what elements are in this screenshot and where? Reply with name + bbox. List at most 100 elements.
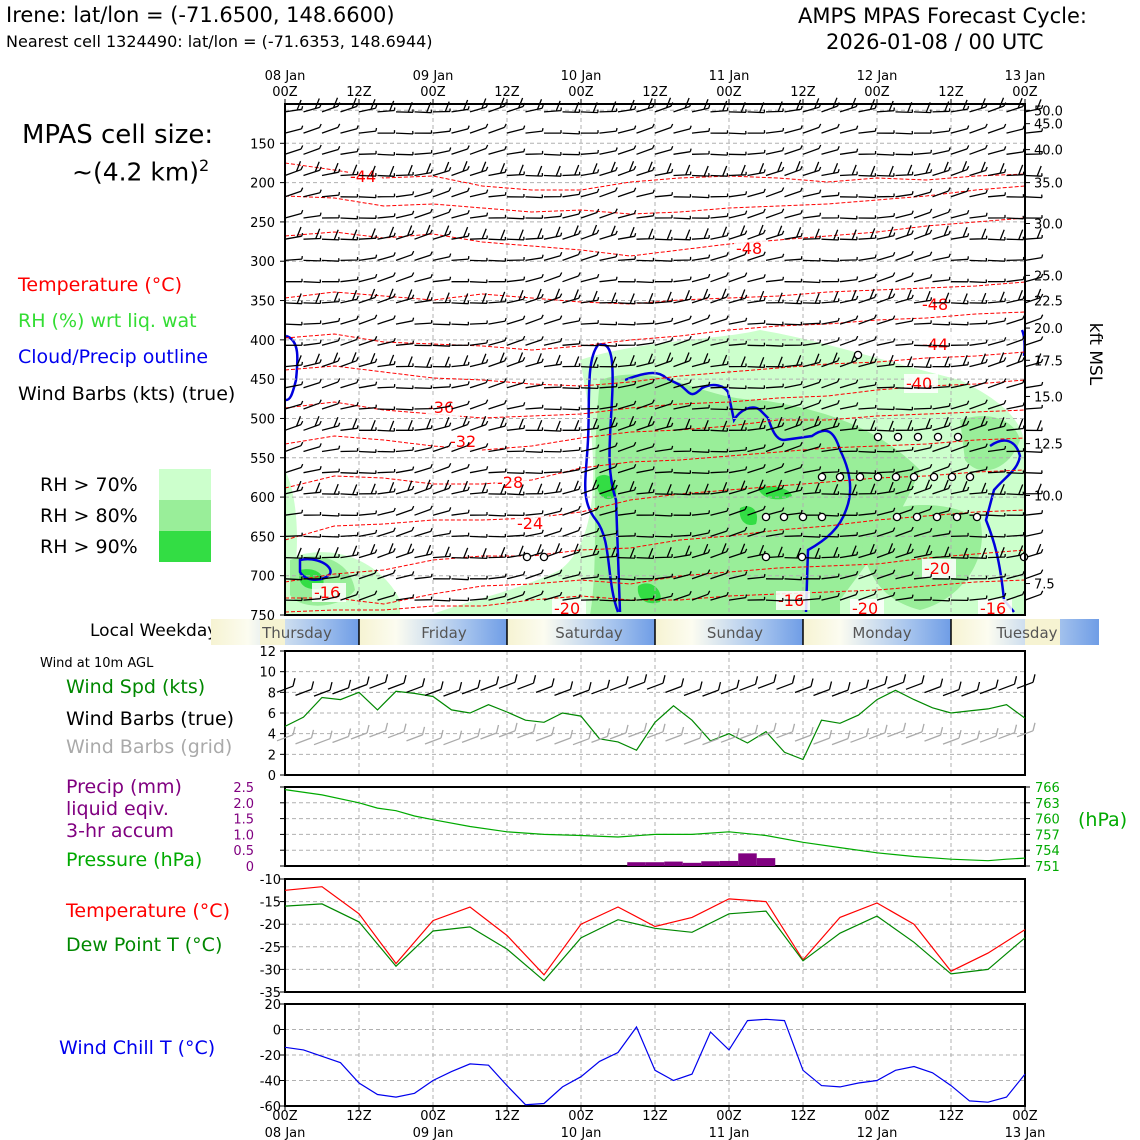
wind-barb-grid	[850, 728, 870, 743]
wind-barb	[1024, 165, 1043, 177]
wind-barb	[321, 592, 341, 601]
wind-barb	[1024, 353, 1044, 368]
rh-legend-90-swatch	[159, 531, 211, 562]
wind-barb	[284, 226, 304, 240]
wind-barb	[858, 569, 877, 580]
wind-barb-true	[1016, 674, 1036, 689]
wind-barb	[802, 189, 822, 198]
wind-barb	[543, 468, 562, 474]
wind-barb	[284, 125, 304, 134]
wind-barb	[617, 532, 636, 538]
wind-barb	[839, 335, 859, 346]
wind-barb	[765, 356, 784, 368]
wind-barb-grid	[739, 724, 759, 740]
kft-axis-label: kft MSL	[1085, 323, 1105, 386]
wind-barb	[932, 442, 951, 453]
wind-barb	[340, 418, 359, 431]
wind-barb	[506, 164, 525, 177]
wind-barb	[1006, 229, 1025, 241]
wind-barb	[469, 228, 488, 240]
wind-barb	[470, 575, 488, 580]
wind-barb	[747, 596, 766, 601]
temperature-contour	[284, 217, 1026, 257]
wind-barb	[654, 337, 674, 346]
time-tick-label-top: 00Z	[568, 85, 594, 100]
wind-barb	[802, 212, 822, 219]
wind-barb	[710, 543, 729, 559]
wind-barb	[303, 212, 322, 219]
wind-barb	[654, 214, 673, 219]
wind-barb	[858, 228, 877, 240]
calm-marker	[855, 472, 865, 482]
wind-barb	[451, 415, 470, 431]
wind-barb	[617, 226, 637, 240]
wind-barb	[784, 355, 803, 368]
wind-barb	[617, 463, 637, 474]
wind-barb	[784, 441, 803, 453]
wind-barb	[525, 254, 544, 262]
wind-barb	[802, 161, 822, 177]
wind-barb	[932, 187, 951, 198]
wind-barb	[876, 354, 896, 368]
height-tick-label: 17.5	[1034, 354, 1063, 369]
wind-barb	[932, 292, 951, 304]
wind-barb	[654, 317, 674, 325]
wind-barb-true	[776, 675, 796, 690]
wind-barb	[858, 194, 877, 199]
wind-barb	[858, 314, 877, 325]
temperature-contour	[284, 185, 1026, 215]
wind-barb-true	[665, 678, 685, 694]
wind-barb	[599, 442, 618, 453]
wind-barb	[469, 144, 489, 155]
time-tick-label-top: 12Z	[346, 85, 372, 100]
wind-barb	[932, 530, 951, 538]
weekday-label: Sunday	[707, 624, 763, 642]
calm-marker	[891, 472, 901, 482]
wind-barb	[506, 256, 525, 262]
wind-barb	[340, 276, 359, 283]
wind-barb	[913, 149, 933, 155]
wind-barb	[580, 188, 600, 198]
wind-barb	[358, 353, 378, 368]
wind-barb	[488, 317, 507, 325]
wind-barb	[358, 381, 378, 389]
date-label-bottom: 08 Jan	[265, 1126, 306, 1140]
wind-barb-grid	[794, 726, 814, 742]
wind-barb	[636, 279, 655, 284]
wind-barb	[451, 480, 470, 495]
weekday-label: Monday	[852, 624, 911, 642]
wind-barb	[358, 273, 378, 283]
wind-barb	[1006, 352, 1025, 368]
wind-barb	[617, 547, 636, 559]
wind-barb	[950, 355, 970, 368]
wind-barb-true	[831, 681, 851, 697]
calm-marker	[761, 512, 771, 522]
wind-barb	[303, 353, 322, 368]
wind-barb	[987, 229, 1006, 241]
wind-barb	[784, 400, 803, 410]
wind-barb	[414, 208, 433, 219]
wind-barb	[895, 210, 914, 219]
axis-ticks	[280, 99, 1030, 1111]
wind-barb	[488, 214, 507, 219]
precip-bar	[738, 853, 757, 866]
wind-barb-grid	[961, 730, 981, 746]
wind-tick-label: 8	[268, 686, 276, 701]
temperature-line	[284, 886, 1026, 976]
wind-barb	[488, 592, 507, 601]
wind-barb	[451, 278, 470, 283]
wind-barb	[914, 130, 932, 134]
precip-bar	[645, 862, 665, 866]
weekday-band	[803, 619, 951, 645]
time-tick-label-bottom: 00Z	[420, 1109, 446, 1124]
wind-barb	[673, 532, 692, 538]
wind-barb	[543, 165, 562, 177]
wind-barb	[543, 226, 563, 240]
wind-barb	[728, 340, 748, 346]
temperature-tick-label: -10	[260, 873, 281, 888]
wind-barb	[599, 416, 618, 431]
wind-barb	[321, 468, 340, 474]
pressure-line	[284, 789, 1026, 862]
wind-barb	[395, 225, 415, 240]
wind-barb	[414, 188, 433, 198]
